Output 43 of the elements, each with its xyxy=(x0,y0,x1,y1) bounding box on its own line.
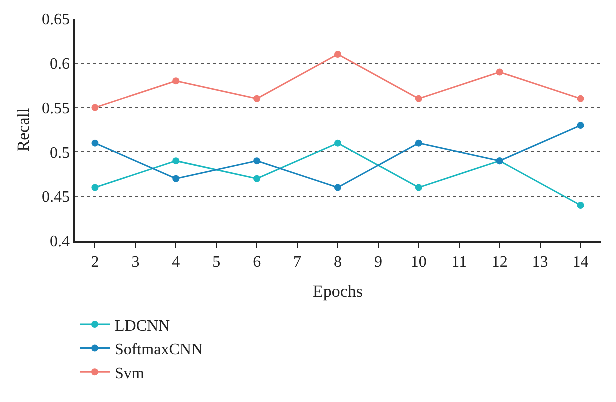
x-tick-label: 12 xyxy=(492,254,508,271)
point xyxy=(172,158,180,165)
y-tick-label: 0.4 xyxy=(50,234,70,251)
point xyxy=(577,95,584,102)
legend-label: SoftmaxCNN xyxy=(115,342,204,359)
point xyxy=(334,51,342,58)
x-tick-label: 2 xyxy=(91,254,100,271)
x-tick-label: 5 xyxy=(212,254,221,271)
x-axis-title: Epochs xyxy=(312,282,364,301)
x-tick-label: 8 xyxy=(334,254,342,271)
point xyxy=(577,202,584,209)
x-tick-label: 11 xyxy=(452,254,468,271)
point xyxy=(577,122,584,130)
point xyxy=(92,140,99,147)
x-tick-label: 6 xyxy=(253,254,262,271)
point xyxy=(415,184,422,192)
legend-label: LDCNN xyxy=(115,318,171,335)
y-tick-label: 0.65 xyxy=(42,12,70,29)
x-tick-label: 9 xyxy=(374,254,382,271)
x-tick-label: 3 xyxy=(132,254,140,271)
y-tick-label: 0.6 xyxy=(50,56,70,73)
x-tick-label: 13 xyxy=(532,254,548,271)
x-tick-label: 14 xyxy=(572,254,589,271)
point xyxy=(172,175,180,182)
point xyxy=(334,140,342,147)
point xyxy=(415,140,422,147)
y-axis-title: Recall xyxy=(14,108,34,152)
point xyxy=(415,95,422,102)
point xyxy=(334,184,342,192)
x-tick-label: 4 xyxy=(172,254,180,271)
y-tick-label: 0.45 xyxy=(42,189,70,206)
point xyxy=(254,95,261,102)
point xyxy=(254,158,261,165)
point xyxy=(496,68,504,76)
x-tick-label: 7 xyxy=(294,254,302,271)
point xyxy=(172,78,180,85)
point xyxy=(254,175,261,182)
point xyxy=(92,104,99,112)
point xyxy=(92,184,99,192)
legend-label: Svm xyxy=(115,365,145,382)
y-tick-label: 0.5 xyxy=(50,144,70,162)
x-tick-label: 10 xyxy=(410,254,427,271)
y-tick-label: 0.55 xyxy=(42,100,70,118)
